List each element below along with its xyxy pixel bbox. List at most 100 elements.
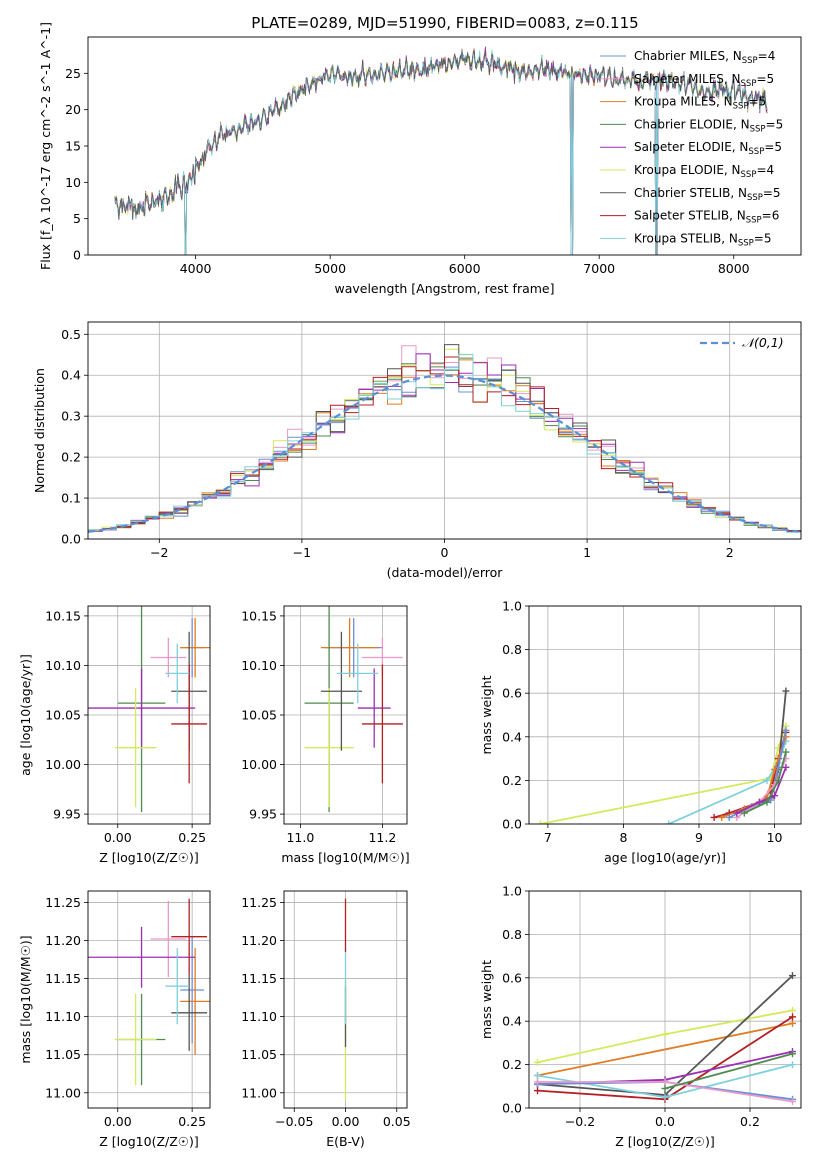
y-tick-label: 10.15 — [241, 608, 277, 623]
x-tick-label: 6000 — [449, 261, 481, 276]
y-tick-label: 11.15 — [45, 971, 81, 986]
x-tick-label: −2 — [150, 545, 168, 560]
y-tick-label: 11.25 — [45, 895, 81, 910]
y-tick-label: 0.0 — [61, 532, 81, 547]
x-tick-label: 0.0 — [655, 1114, 675, 1129]
y-tick-label: 0.8 — [502, 927, 522, 942]
error-bars — [88, 606, 210, 813]
spectrum-curves — [114, 46, 768, 255]
x-tick-label: 0.2 — [740, 1114, 760, 1129]
axes-frame — [528, 605, 802, 825]
y-tick-label: 10.05 — [241, 708, 277, 723]
x-tick-label: 4000 — [180, 261, 212, 276]
x-tick-label: 7000 — [583, 261, 615, 276]
y-tick-label: 0.2 — [502, 1057, 522, 1072]
y-tick-label: 0.6 — [502, 970, 522, 985]
y-tick-label: 11.00 — [45, 1085, 81, 1100]
mass-weight-vs-age-panel: 7 8 9 10 0.0 0.2 0.4 0.6 0.8 1.0 age [log10(age/yr… — [479, 599, 802, 865]
x-tick-label: 11.0 — [286, 830, 314, 845]
normal-reference-curve — [88, 374, 799, 533]
y-tick-label: 11.00 — [241, 1085, 277, 1100]
x-tick-label: 0.00 — [104, 830, 132, 845]
weight-line — [537, 1022, 793, 1077]
axes-frame — [87, 321, 802, 540]
axes-frame — [87, 890, 211, 1109]
x-tick-label: 11.2 — [368, 830, 396, 845]
x-tick-label: 8000 — [718, 261, 750, 276]
spectrum-legend: Chabrier MILES, NSSP=4 Salpeter MILES, NS… — [600, 49, 783, 248]
y-tick-label: 11.10 — [241, 1009, 277, 1024]
x-tick-label: 0 — [441, 545, 449, 560]
x-tick-label: 5000 — [314, 261, 346, 276]
spectrum-panel: 4000 5000 6000 7000 8000 0 5 10 15 20 25 wavelength… — [38, 22, 802, 296]
y-tick-label: 10.05 — [45, 708, 81, 723]
y-tick-label: 0.0 — [502, 1101, 522, 1116]
weight-line — [713, 732, 787, 819]
y-tick-label: 0.4 — [502, 729, 522, 744]
axes-frame — [283, 605, 408, 825]
y-tick-label: 10.10 — [241, 658, 277, 673]
x-tick-label: 7 — [544, 830, 552, 845]
x-tick-label: −0.05 — [275, 1114, 313, 1129]
y-axis-label: mass weight — [479, 960, 494, 1039]
y-tick-label: 11.15 — [241, 971, 277, 986]
x-tick-label: 0.25 — [178, 1114, 206, 1129]
y-tick-label: 10.00 — [45, 757, 81, 772]
y-tick-label: 15 — [65, 139, 81, 154]
y-tick-label: 1.0 — [502, 599, 522, 614]
x-axis-label: mass [log10(M/M☉)] — [281, 850, 409, 865]
mass-weight-vs-metallicity-panel: −0.2 0.0 0.2 0.0 0.2 0.4 0.6 0.8 1.0 Z [log10(Z/Z… — [479, 884, 802, 1149]
legend-label: Chabrier STELIB, NSSP=5 — [634, 186, 781, 203]
y-axis-label: Normed distribution — [32, 368, 47, 493]
x-axis-label: age [log10(age/yr)] — [604, 850, 726, 865]
y-tick-label: 11.25 — [241, 895, 277, 910]
legend-label: 𝒩(0,1) — [742, 335, 784, 350]
y-tick-label: 1.0 — [502, 884, 522, 899]
y-tick-label: 0.5 — [61, 327, 81, 342]
y-tick-label: 0.3 — [61, 409, 81, 424]
x-tick-label: 9 — [695, 830, 703, 845]
y-tick-label: 0.1 — [61, 491, 81, 506]
legend-label: Kroupa ELODIE, NSSP=4 — [634, 163, 774, 180]
error-bars — [88, 898, 210, 1086]
weight-lines — [534, 972, 796, 1105]
y-tick-label: 11.20 — [45, 933, 81, 948]
histogram-series — [88, 353, 801, 534]
residual-histogram-panel: −2 −1 0 1 2 0.0 0.1 0.2 0.3 0.4 0.5 (data-model)/er… — [32, 321, 802, 580]
x-axis-label: Z [log10(Z/Z☉)] — [615, 1134, 715, 1149]
weight-line — [743, 751, 787, 814]
x-tick-label: 0.00 — [104, 1114, 132, 1129]
x-tick-label: 0.25 — [178, 830, 206, 845]
y-tick-label: 0.2 — [502, 773, 522, 788]
figure-title: PLATE=0289, MJD=51990, FIBERID=0083, z=0… — [251, 14, 638, 32]
weight-line — [664, 1052, 793, 1090]
x-tick-label: 1 — [583, 545, 591, 560]
axes-frame — [528, 890, 802, 1109]
legend-label: Kroupa STELIB, NSSP=5 — [634, 231, 772, 248]
legend-label: Chabrier ELODIE, NSSP=5 — [634, 117, 783, 134]
y-tick-label: 10 — [65, 175, 81, 190]
age-vs-mass-panel: 11.0 11.2 9.95 10.00 10.05 10.10 10.15 mass [lo… — [241, 605, 410, 865]
x-tick-label: 8 — [619, 830, 627, 845]
legend-label: Kroupa MILES, NSSP=5 — [634, 95, 766, 112]
weight-line — [668, 740, 787, 824]
axes-frame — [283, 890, 408, 1109]
histogram-steps — [88, 344, 801, 534]
x-tick-label: 2 — [726, 545, 734, 560]
legend-label: Salpeter MILES, NSSP=5 — [634, 72, 774, 89]
y-tick-label: 10.10 — [45, 658, 81, 673]
y-axis-label: Flux [f_λ 10^-17 erg cm^-2 s^-1 A^-1] — [38, 22, 53, 270]
y-tick-label: 0.6 — [502, 686, 522, 701]
mass-vs-extinction-panel: −0.05 0.00 0.05 11.00 11.05 11.10 11.15 11.20 11… — [241, 890, 411, 1149]
legend-label: Chabrier MILES, NSSP=4 — [634, 49, 775, 66]
y-tick-label: 11.20 — [241, 933, 277, 948]
spectrum-line — [114, 48, 768, 219]
x-tick-label: −1 — [293, 545, 311, 560]
y-tick-label: 0.2 — [61, 450, 81, 465]
x-axis-label: Z [log10(Z/Z☉)] — [99, 1134, 199, 1149]
error-bars — [304, 606, 403, 813]
y-tick-label: 9.95 — [53, 807, 81, 822]
axes-frame — [87, 605, 211, 825]
y-axis-label: age [log10(age/yr)] — [18, 654, 33, 776]
